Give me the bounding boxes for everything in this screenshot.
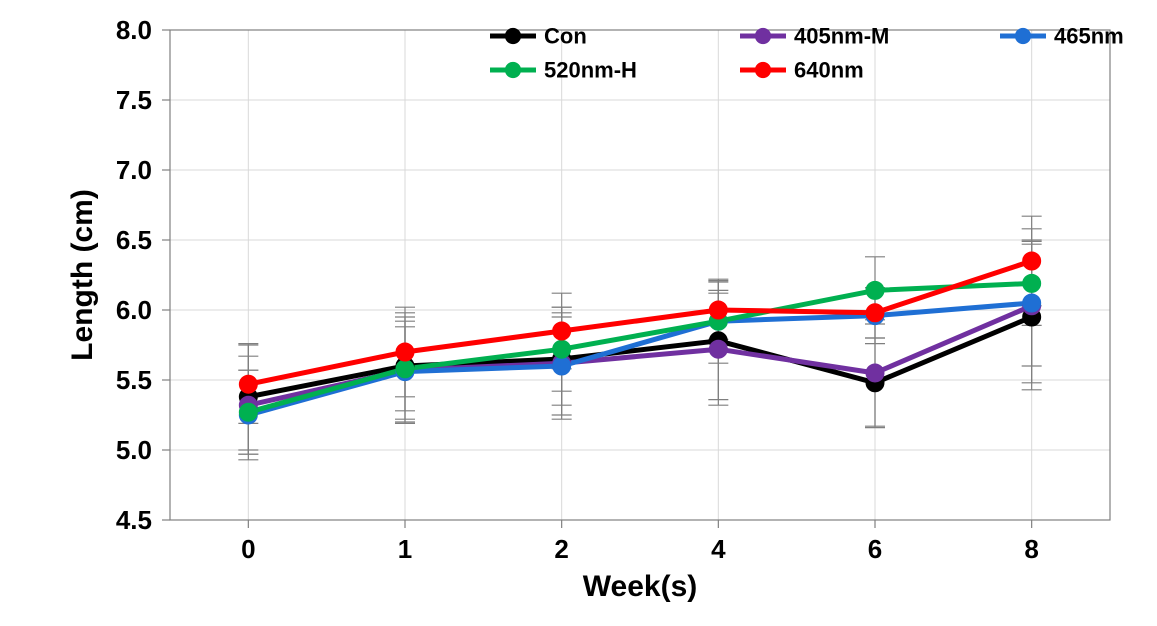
svg-text:520nm-H: 520nm-H (544, 58, 637, 83)
svg-text:Length (cm): Length (cm) (66, 189, 99, 361)
svg-text:465nm: 465nm (1054, 24, 1124, 49)
chart-container: 0 1 2 4 6 8 Week(s) 4.5 5.0 5.5 6.0 6.5 7.0 7.5 8.0 Len… (0, 0, 1157, 626)
svg-text:5.5: 5.5 (116, 365, 152, 395)
svg-text:Con: Con (544, 24, 587, 49)
svg-text:6.0: 6.0 (116, 295, 152, 325)
svg-text:405nm-M: 405nm-M (794, 24, 889, 49)
svg-text:8.0: 8.0 (116, 15, 152, 45)
svg-text:4.5: 4.5 (116, 505, 152, 535)
svg-text:Week(s): Week(s) (583, 570, 698, 603)
svg-text:2: 2 (554, 534, 568, 564)
svg-text:7.5: 7.5 (116, 85, 152, 115)
svg-text:6.5: 6.5 (116, 225, 152, 255)
svg-text:4: 4 (711, 534, 726, 564)
svg-text:5.0: 5.0 (116, 435, 152, 465)
svg-text:640nm: 640nm (794, 58, 864, 83)
svg-text:6: 6 (868, 534, 882, 564)
svg-text:1: 1 (398, 534, 412, 564)
svg-text:7.0: 7.0 (116, 155, 152, 185)
svg-text:8: 8 (1024, 534, 1038, 564)
line-chart: 0 1 2 4 6 8 Week(s) 4.5 5.0 5.5 6.0 6.5 7.0 7.5 8.0 Len… (0, 0, 1157, 626)
svg-text:0: 0 (241, 534, 255, 564)
